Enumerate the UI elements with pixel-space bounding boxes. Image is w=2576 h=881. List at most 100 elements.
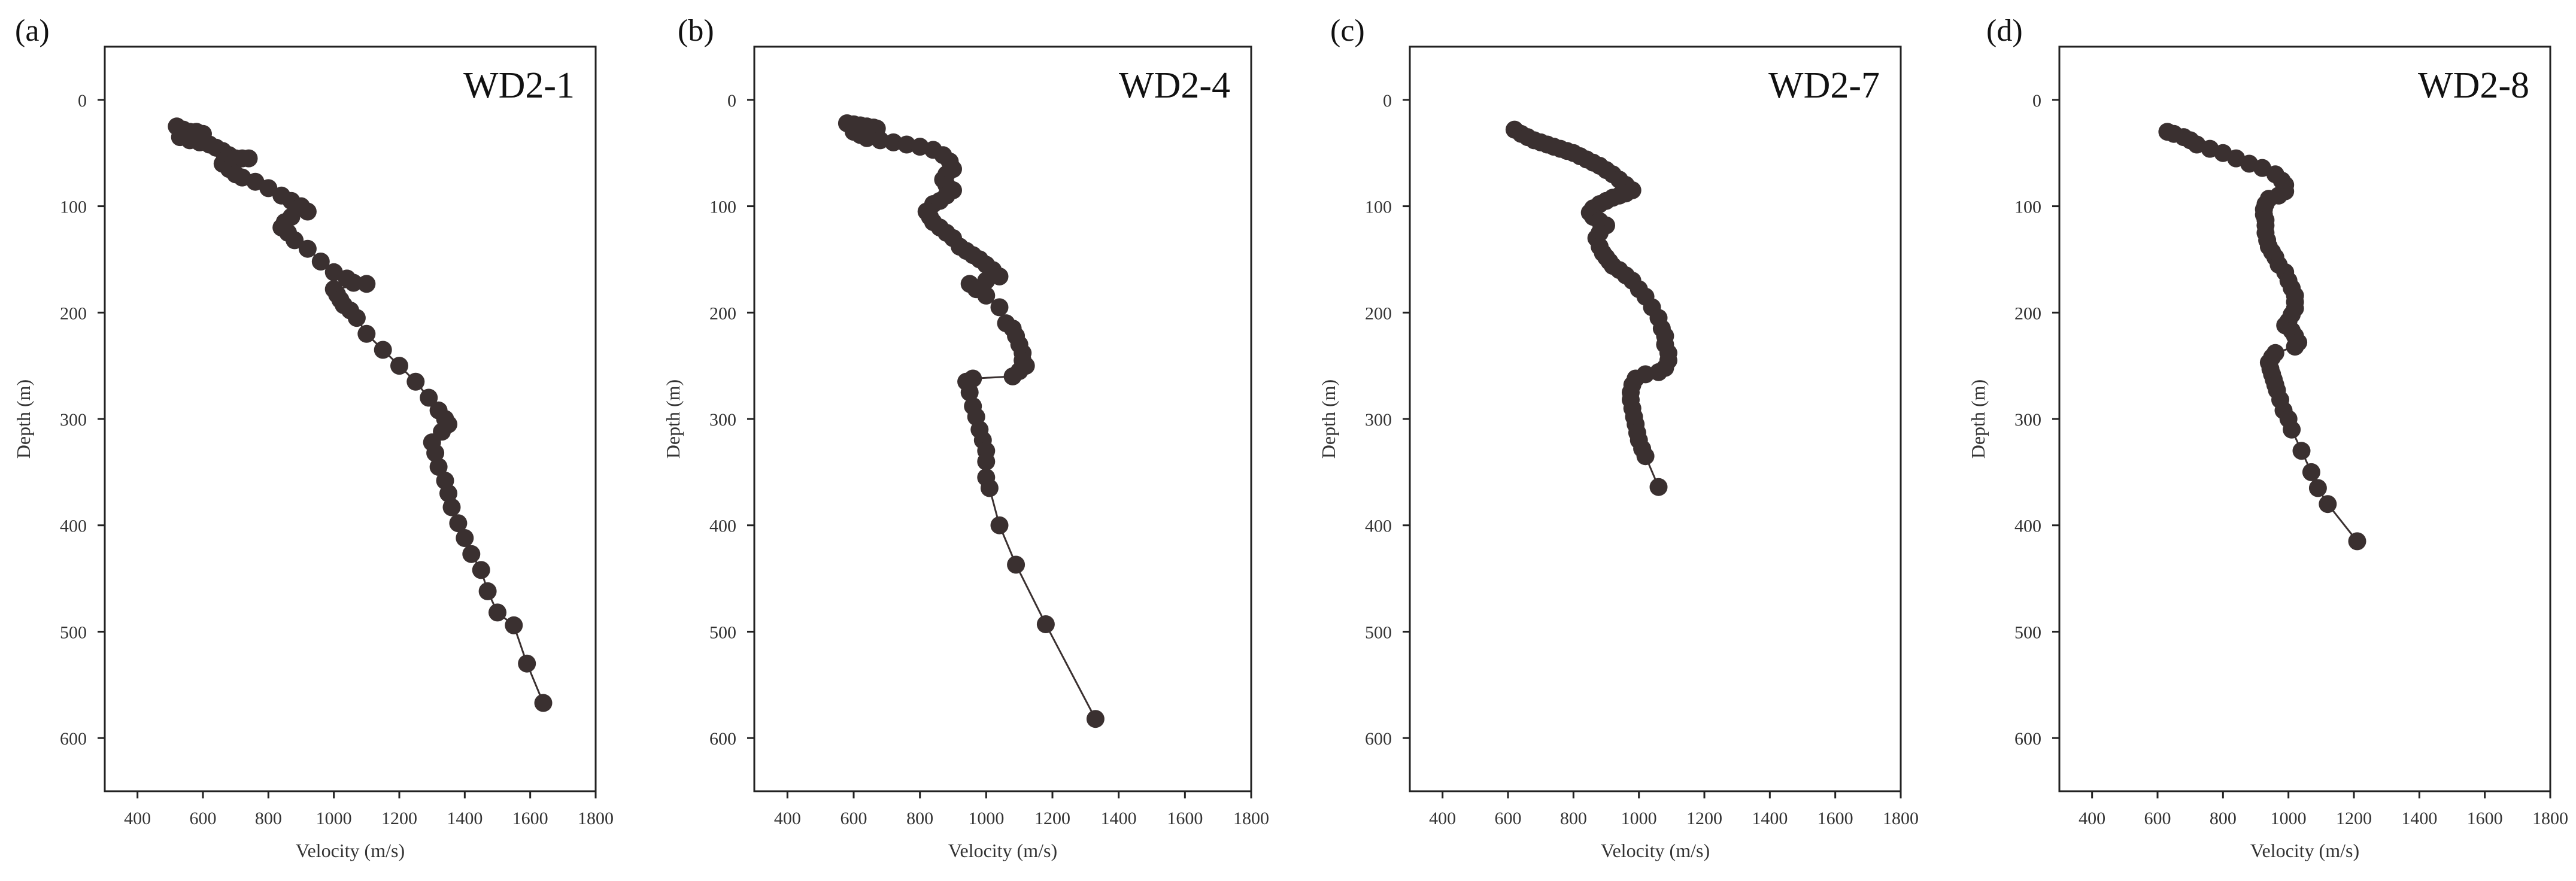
x-tick-label: 1400 [447, 809, 483, 828]
data-point [442, 498, 461, 517]
data-point [456, 529, 474, 547]
x-tick-label: 600 [2144, 809, 2171, 828]
y-tick-label: 200 [60, 303, 87, 323]
y-axis-title: Depth (m) [1967, 379, 1989, 458]
chart-panel-1: (a) WD2-1 400 600 800 1000 1200 1400 1600 1800 0 10… [13, 14, 614, 861]
x-tick-label: 1600 [1818, 809, 1853, 828]
y-axis-title: Depth (m) [1318, 379, 1339, 458]
y-tick-label: 0 [78, 91, 87, 111]
data-point [347, 309, 366, 327]
data-point [980, 479, 999, 497]
y-tick-label: 300 [2014, 410, 2041, 430]
x-tick-label: 1800 [1883, 809, 1919, 828]
y-tick-label: 300 [709, 410, 736, 430]
chart-title: WD2-8 [2418, 65, 2529, 106]
y-tick-label: 600 [1365, 729, 1392, 749]
panel-label: (c) [1330, 14, 1365, 48]
chart-panel-2: (b) WD2-4 400 600 800 1000 1200 1400 1600 1800 0 10… [662, 14, 1269, 861]
data-point [2302, 463, 2320, 481]
data-point [534, 694, 553, 712]
y-tick-label: 400 [2014, 517, 2041, 536]
x-tick-label: 1200 [2336, 809, 2372, 828]
data-point [1007, 555, 1025, 574]
x-tick-label: 800 [906, 809, 933, 828]
y-tick-label: 400 [709, 517, 736, 536]
y-tick-label: 200 [709, 303, 736, 323]
x-tick-label: 1000 [1621, 809, 1657, 828]
data-point [2283, 420, 2301, 439]
data-point [298, 202, 317, 221]
plot-frame [104, 45, 597, 792]
data-point [439, 484, 457, 503]
y-tick-label: 400 [1365, 517, 1392, 536]
x-tick-label: 1200 [1686, 809, 1722, 828]
data-point [2348, 532, 2366, 551]
x-tick-label: 1800 [1233, 809, 1269, 828]
y-tick-label: 600 [2014, 729, 2041, 749]
data-point [472, 561, 490, 579]
data-point [259, 179, 278, 198]
y-tick-label: 400 [60, 517, 87, 536]
x-tick-label: 1400 [1101, 809, 1137, 828]
y-axis-title: Depth (m) [662, 379, 684, 458]
data-point [1036, 615, 1055, 633]
data-point [2286, 338, 2304, 356]
x-tick-label: 400 [1429, 809, 1456, 828]
y-tick-label: 0 [1383, 91, 1392, 111]
x-tick-label: 1000 [316, 809, 352, 828]
chart-title: WD2-1 [463, 65, 575, 106]
chart-title: WD2-4 [1119, 65, 1230, 106]
data-point [2292, 442, 2311, 460]
x-tick-label: 600 [841, 809, 867, 828]
x-tick-label: 400 [774, 809, 801, 828]
x-tick-label: 1800 [2532, 809, 2568, 828]
x-tick-label: 800 [255, 809, 282, 828]
data-point [518, 654, 536, 673]
data-point [1649, 478, 1668, 496]
y-tick-label: 500 [2014, 622, 2041, 642]
data-point [977, 286, 996, 305]
data-point [426, 443, 445, 462]
data-point [429, 458, 448, 476]
x-tick-label: 400 [124, 809, 151, 828]
data-point [1003, 367, 1022, 385]
y-tick-label: 600 [60, 729, 87, 749]
y-tick-label: 500 [709, 622, 736, 642]
y-tick-label: 500 [60, 622, 87, 642]
data-point [1636, 447, 1655, 466]
data-point [357, 275, 376, 293]
y-tick-label: 200 [2014, 303, 2041, 323]
x-tick-label: 800 [2210, 809, 2237, 828]
plot-frame [1409, 45, 1902, 792]
y-tick-label: 100 [1365, 198, 1392, 217]
y-tick-label: 100 [60, 198, 87, 217]
x-tick-label: 1600 [512, 809, 548, 828]
data-point [505, 616, 523, 634]
data-point [990, 516, 1009, 534]
data-point [478, 582, 497, 600]
data-point [858, 129, 876, 147]
x-axis-title: Velocity (m/s) [296, 840, 405, 861]
chart-panel-4: (d) WD2-8 400 600 800 1000 1200 1400 1600 1800 0 10… [1967, 14, 2568, 861]
y-tick-label: 0 [2032, 91, 2041, 111]
data-point [990, 298, 1009, 317]
y-tick-label: 100 [709, 198, 736, 217]
x-tick-label: 1200 [1034, 809, 1070, 828]
chart-panel-3: (c) WD2-7 400 600 800 1000 1200 1400 1600 1800 0 10… [1318, 14, 1919, 861]
chart-title: WD2-7 [1768, 65, 1880, 106]
data-point [390, 357, 408, 375]
data-point [286, 231, 304, 250]
x-tick-label: 1600 [1167, 809, 1203, 828]
x-tick-label: 1600 [2467, 809, 2503, 828]
plot-frame [753, 45, 1252, 792]
series-line-WD2-1 [176, 125, 544, 704]
y-axis-title: Depth (m) [13, 379, 34, 458]
data-point [298, 239, 317, 258]
y-tick-label: 0 [727, 91, 736, 111]
y-tick-label: 500 [1365, 622, 1392, 642]
x-tick-label: 1800 [578, 809, 614, 828]
data-point [2308, 479, 2327, 497]
data-point [374, 341, 392, 359]
y-tick-label: 200 [1365, 303, 1392, 323]
